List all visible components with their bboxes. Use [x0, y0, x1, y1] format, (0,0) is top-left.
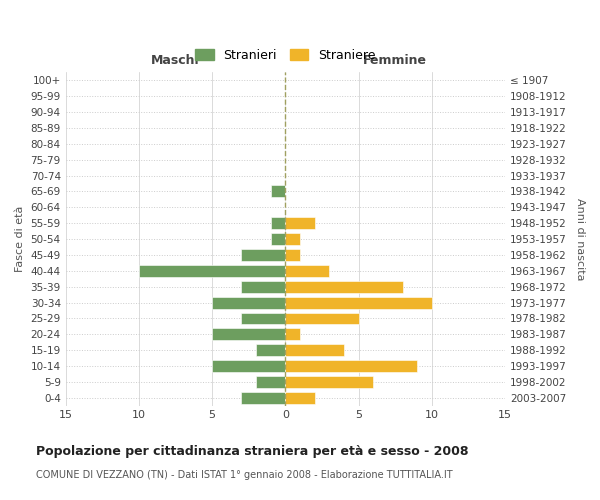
Bar	[286, 249, 300, 261]
Bar	[286, 217, 314, 229]
Bar	[241, 392, 286, 404]
Bar	[286, 392, 314, 404]
Bar	[286, 233, 300, 245]
Y-axis label: Fasce di età: Fasce di età	[15, 206, 25, 272]
Bar	[256, 376, 286, 388]
Bar	[286, 328, 300, 340]
Bar	[271, 233, 286, 245]
Bar	[271, 217, 286, 229]
Bar	[139, 265, 286, 277]
Bar	[241, 312, 286, 324]
Bar	[271, 186, 286, 198]
Bar	[241, 280, 286, 292]
Text: Femmine: Femmine	[363, 54, 427, 68]
Bar	[212, 360, 286, 372]
Bar	[286, 376, 373, 388]
Bar	[241, 249, 286, 261]
Text: COMUNE DI VEZZANO (TN) - Dati ISTAT 1° gennaio 2008 - Elaborazione TUTTITALIA.IT: COMUNE DI VEZZANO (TN) - Dati ISTAT 1° g…	[36, 470, 452, 480]
Bar	[286, 280, 403, 292]
Bar	[286, 344, 344, 356]
Legend: Stranieri, Straniere: Stranieri, Straniere	[191, 45, 380, 66]
Text: Maschi: Maschi	[151, 54, 200, 68]
Y-axis label: Anni di nascita: Anni di nascita	[575, 198, 585, 280]
Bar	[286, 296, 432, 308]
Bar	[212, 296, 286, 308]
Bar	[212, 328, 286, 340]
Text: Popolazione per cittadinanza straniera per età e sesso - 2008: Popolazione per cittadinanza straniera p…	[36, 445, 469, 458]
Bar	[286, 265, 329, 277]
Bar	[286, 312, 359, 324]
Bar	[286, 360, 417, 372]
Bar	[256, 344, 286, 356]
